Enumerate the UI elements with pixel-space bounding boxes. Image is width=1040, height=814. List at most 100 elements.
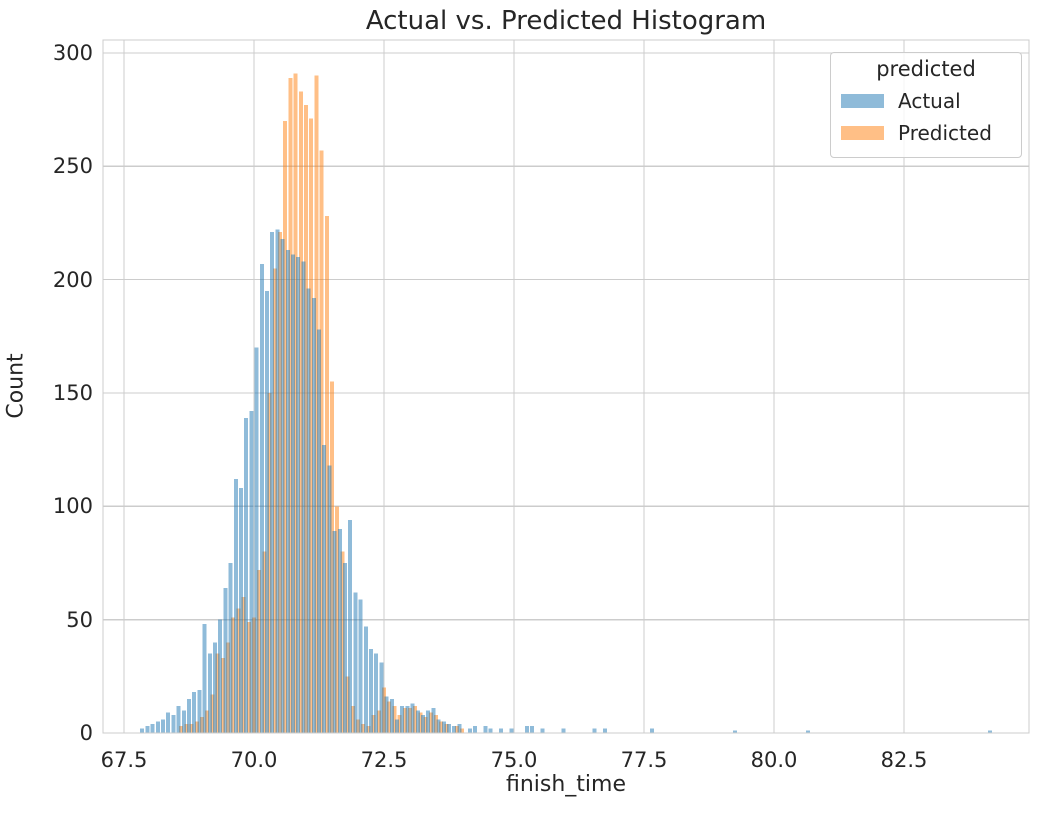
histogram-bar-predicted xyxy=(434,714,438,733)
histogram-bar-actual xyxy=(805,730,810,733)
histogram-bar-actual xyxy=(389,699,394,733)
histogram-bar-actual xyxy=(467,728,472,733)
chart-title: Actual vs. Predicted Histogram xyxy=(365,6,767,36)
histogram-bar-actual xyxy=(457,723,462,733)
histogram-bar-actual xyxy=(145,726,150,733)
histogram-bar-predicted xyxy=(397,714,402,733)
y-axis-label: Count xyxy=(3,353,29,419)
histogram-bar-predicted xyxy=(408,708,412,733)
histogram-bar-actual xyxy=(400,705,405,733)
histogram-bar-actual xyxy=(213,642,218,733)
histogram-bar-predicted xyxy=(371,714,376,733)
legend-label-actual: Actual xyxy=(898,89,961,113)
histogram-bar-predicted xyxy=(293,73,298,733)
x-tick-label: 80.0 xyxy=(750,748,798,772)
y-tick-label: 50 xyxy=(66,607,93,632)
histogram-bar-predicted xyxy=(439,721,444,733)
histogram-bar-actual xyxy=(322,445,327,733)
histogram-bar-predicted xyxy=(418,712,423,733)
histogram-bar-predicted xyxy=(387,701,392,733)
histogram-bar-actual xyxy=(150,723,155,733)
histogram-bar-actual xyxy=(353,592,358,733)
x-axis-label: finish_time xyxy=(505,772,627,797)
histogram-bar-actual xyxy=(218,619,223,733)
histogram-bar-actual xyxy=(452,726,457,733)
histogram-bar-actual xyxy=(363,626,368,733)
histogram-bar-predicted xyxy=(189,723,194,733)
histogram-bar-predicted xyxy=(283,120,288,734)
histogram-bar-actual xyxy=(436,719,441,733)
histogram-bar-predicted xyxy=(262,551,267,733)
histogram-bar-predicted xyxy=(304,105,308,733)
series-actual xyxy=(140,229,992,734)
histogram-bar-predicted xyxy=(319,150,324,733)
x-tick-label: 72.5 xyxy=(360,748,408,772)
histogram-bar-actual xyxy=(270,232,275,733)
histogram-bar-actual xyxy=(228,562,233,733)
y-tick-label: 200 xyxy=(52,267,93,292)
histogram-bar-actual xyxy=(337,528,342,733)
histogram-bar-predicted xyxy=(215,653,220,733)
histogram-bar-actual xyxy=(540,728,545,733)
histogram-bar-actual xyxy=(161,719,166,733)
histogram-bar-predicted xyxy=(350,705,355,733)
x-tick-label: 70.0 xyxy=(230,748,278,772)
histogram-bar-predicted xyxy=(200,717,205,733)
legend-item-predicted: Predicted xyxy=(841,117,1011,149)
histogram-bar-actual xyxy=(285,250,290,733)
histogram-bar-predicted xyxy=(309,118,314,733)
y-tick-label: 250 xyxy=(52,154,93,179)
histogram-bar-actual xyxy=(431,708,436,733)
histogram-bar-actual xyxy=(223,587,228,733)
histogram-bar-predicted xyxy=(267,392,272,733)
histogram-bar-actual xyxy=(405,705,410,733)
histogram-bar-predicted xyxy=(324,216,329,733)
histogram-bar-actual xyxy=(166,712,171,733)
histogram-bar-predicted xyxy=(179,726,184,733)
histogram-bar-predicted xyxy=(184,723,189,733)
histogram-bar-actual xyxy=(525,726,529,733)
histogram-bar-actual xyxy=(171,714,176,733)
histogram-bar-predicted xyxy=(330,381,334,733)
histogram-bar-actual xyxy=(187,699,192,733)
histogram-bar-actual xyxy=(327,465,332,733)
histogram-bar-predicted xyxy=(205,710,210,733)
histogram-bar-predicted xyxy=(236,608,241,733)
legend: predicted Actual Predicted xyxy=(830,52,1022,158)
histogram-bar-predicted xyxy=(231,617,236,733)
histogram-bar-predicted xyxy=(345,676,350,733)
histogram-bar-predicted xyxy=(226,642,231,733)
histogram-bar-actual xyxy=(426,710,431,733)
histogram-bar-actual xyxy=(332,531,337,733)
histogram-bar-predicted xyxy=(278,232,282,733)
histogram-bar-predicted xyxy=(366,726,371,733)
histogram-bar-actual xyxy=(207,653,212,733)
histogram-bar-predicted xyxy=(413,705,418,733)
histogram-bar-predicted xyxy=(340,551,345,733)
histogram-bar-actual xyxy=(358,599,363,733)
histogram-bar-actual xyxy=(733,730,737,733)
x-tick-label: 77.5 xyxy=(620,748,668,772)
histogram-bar-predicted xyxy=(428,712,433,733)
histogram-bar-predicted xyxy=(272,268,277,733)
histogram-bar-actual xyxy=(369,649,373,733)
series-predicted xyxy=(179,73,464,734)
histogram-bar-predicted xyxy=(220,658,225,733)
histogram-bar-actual xyxy=(291,254,295,733)
histogram-bar-actual xyxy=(140,728,145,733)
histogram-bar-actual xyxy=(259,263,264,733)
histogram-bar-predicted xyxy=(361,723,366,733)
histogram-bar-actual xyxy=(317,329,321,733)
histogram-bar-predicted xyxy=(423,717,428,733)
histogram-bar-actual xyxy=(473,726,477,733)
histogram-bar-actual xyxy=(441,721,446,733)
histogram-bar-actual xyxy=(530,726,535,733)
histogram-bar-predicted xyxy=(382,687,386,733)
histogram-bar-actual xyxy=(348,519,353,733)
histogram-bar-actual xyxy=(301,261,306,733)
histogram-bar-actual xyxy=(181,710,186,733)
histogram-bar-actual xyxy=(280,238,285,733)
histogram-bar-predicted xyxy=(376,710,381,733)
y-tick-label: 0 xyxy=(79,721,93,745)
